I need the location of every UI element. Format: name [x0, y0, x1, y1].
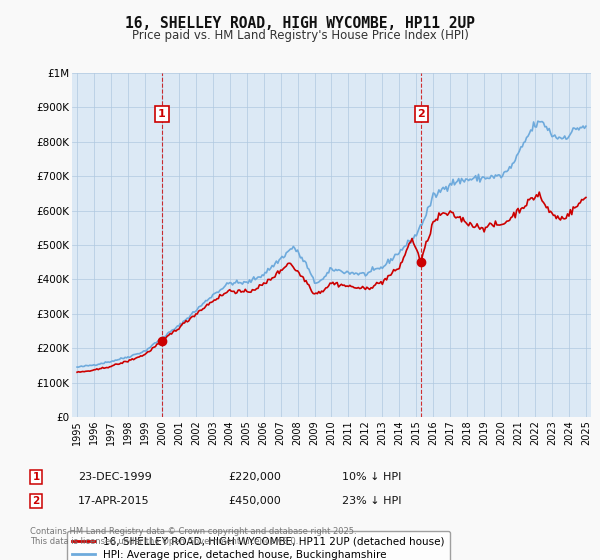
Text: 2: 2 [32, 496, 40, 506]
Text: 16, SHELLEY ROAD, HIGH WYCOMBE, HP11 2UP: 16, SHELLEY ROAD, HIGH WYCOMBE, HP11 2UP [125, 16, 475, 31]
Text: 17-APR-2015: 17-APR-2015 [78, 496, 149, 506]
Legend: 16, SHELLEY ROAD, HIGH WYCOMBE, HP11 2UP (detached house), HPI: Average price, d: 16, SHELLEY ROAD, HIGH WYCOMBE, HP11 2UP… [67, 531, 450, 560]
Text: Price paid vs. HM Land Registry's House Price Index (HPI): Price paid vs. HM Land Registry's House … [131, 29, 469, 42]
Text: 1: 1 [32, 472, 40, 482]
Text: 23% ↓ HPI: 23% ↓ HPI [342, 496, 401, 506]
Text: 10% ↓ HPI: 10% ↓ HPI [342, 472, 401, 482]
Text: £220,000: £220,000 [228, 472, 281, 482]
Text: £450,000: £450,000 [228, 496, 281, 506]
Text: 2: 2 [418, 109, 425, 119]
Text: 23-DEC-1999: 23-DEC-1999 [78, 472, 152, 482]
Text: Contains HM Land Registry data © Crown copyright and database right 2025.
This d: Contains HM Land Registry data © Crown c… [30, 526, 356, 546]
Text: 1: 1 [158, 109, 166, 119]
